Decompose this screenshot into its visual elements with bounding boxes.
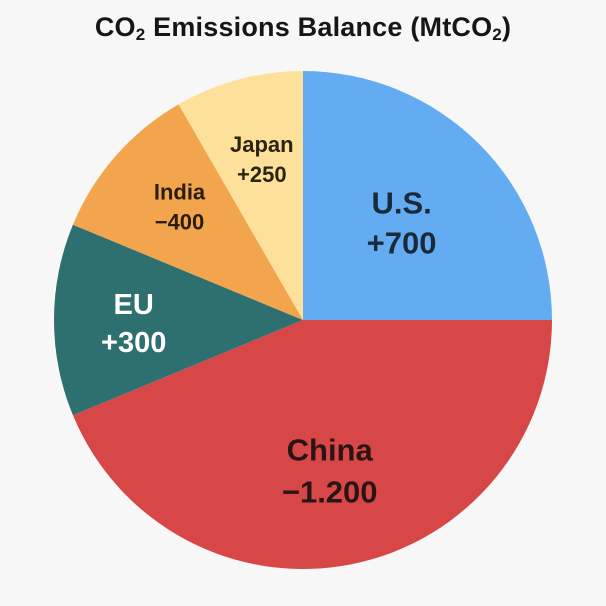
slice-name-label: China — [287, 432, 374, 467]
pie-slice-india — [72, 104, 303, 320]
slice-name-label: Japan — [230, 132, 294, 157]
slice-value-label: +300 — [101, 327, 166, 359]
pie-slice-us — [303, 71, 552, 320]
slice-value-label: +700 — [367, 225, 437, 260]
slice-value-label: +250 — [237, 162, 287, 187]
pie-slice-china — [72, 320, 552, 570]
slice-value-label: −400 — [155, 210, 205, 235]
slice-name-label: India — [154, 180, 206, 205]
pie-slice-japan — [178, 71, 303, 320]
slice-name-label: EU — [114, 289, 154, 321]
chart-title: CO2 Emissions Balance (MtCO2) — [94, 12, 512, 44]
slice-value-label: −1.200 — [282, 474, 378, 509]
pie-slice-eu — [53, 224, 303, 416]
slice-name-label: U.S. — [371, 185, 431, 220]
